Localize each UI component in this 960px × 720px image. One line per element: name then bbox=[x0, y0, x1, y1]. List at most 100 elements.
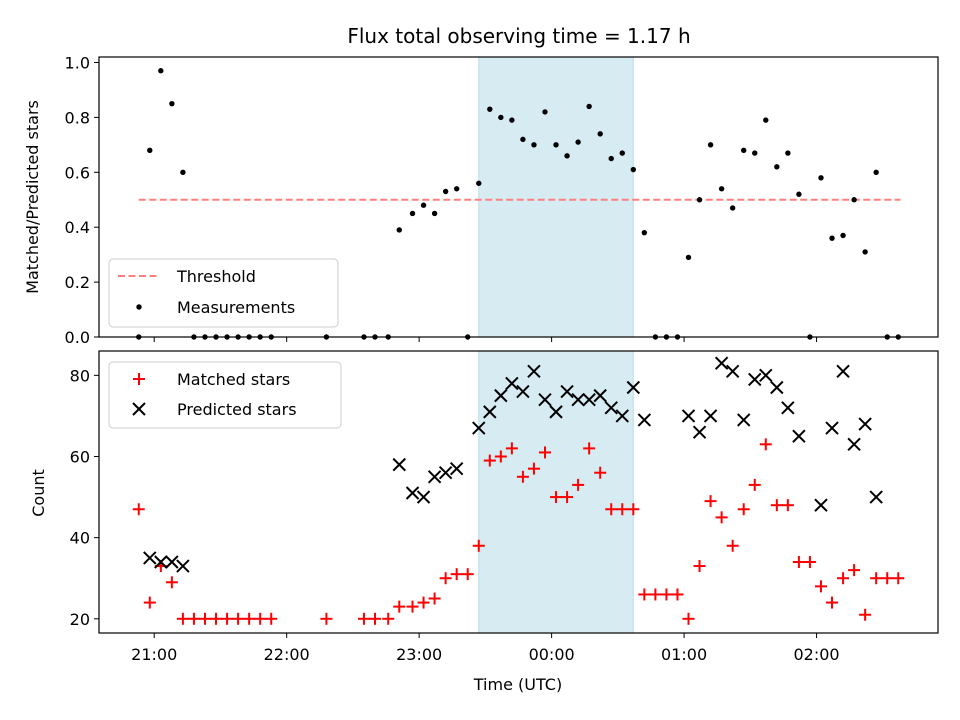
legend-predicted-swatch bbox=[132, 402, 146, 416]
x-tick-label: 22:00 bbox=[264, 645, 310, 664]
measurement-point bbox=[409, 210, 416, 217]
predicted-star-point bbox=[582, 392, 596, 407]
predicted-star-point bbox=[516, 384, 530, 399]
measurement-point bbox=[509, 117, 515, 123]
measurement-point bbox=[840, 232, 846, 239]
predicted-star-point bbox=[505, 376, 519, 391]
predicted-star-point-b bbox=[714, 356, 729, 370]
x-tick-label: 23:00 bbox=[396, 645, 442, 664]
predicted-star-point-b bbox=[527, 364, 541, 378]
measurement-point bbox=[630, 166, 637, 173]
y-tick-label: 80 bbox=[70, 366, 90, 385]
predicted-star-point-b bbox=[626, 380, 641, 395]
matched-star-point bbox=[660, 588, 673, 601]
predicted-star-point bbox=[427, 470, 442, 484]
matched-star-point bbox=[859, 608, 872, 621]
measurement-point bbox=[564, 153, 570, 159]
predicted-star-point bbox=[165, 555, 179, 569]
y-tick-label: 0.2 bbox=[65, 273, 90, 292]
measurement-point bbox=[396, 227, 402, 233]
measurement-point bbox=[785, 150, 791, 156]
measurement-point bbox=[431, 210, 438, 217]
predicted-star-point bbox=[748, 372, 762, 387]
predicted-star-point-b bbox=[449, 461, 464, 476]
measurement-point bbox=[575, 139, 581, 145]
matched-star-point bbox=[143, 596, 156, 609]
count-panel-y-ticks: 20 40 60 80 bbox=[70, 366, 99, 629]
legend-matched-swatch bbox=[133, 373, 145, 385]
predicted-star-point-b bbox=[472, 421, 486, 435]
count-panel-frame bbox=[98, 350, 939, 634]
matched-star-point bbox=[406, 600, 419, 613]
measurement-point bbox=[641, 229, 648, 236]
matched-star-point bbox=[243, 612, 256, 625]
x-tick-label: 00:00 bbox=[529, 645, 575, 664]
legend-measurements-swatch bbox=[136, 304, 142, 310]
matched-star-point bbox=[450, 568, 463, 581]
measurement-point bbox=[851, 197, 857, 203]
matched-star-point bbox=[527, 462, 540, 475]
matched-star-point bbox=[892, 572, 905, 585]
y-tick-label: 0.6 bbox=[65, 163, 90, 182]
predicted-star-point-b bbox=[825, 421, 839, 435]
matched-star-point bbox=[417, 596, 430, 609]
count-panel-y-axis-label: Count bbox=[29, 469, 48, 517]
matched-star-point bbox=[232, 612, 245, 625]
matched-star-point bbox=[461, 568, 474, 581]
matched-star-point bbox=[439, 572, 452, 585]
legend-threshold-label: Threshold bbox=[176, 267, 256, 286]
predicted-star-point-b bbox=[814, 498, 828, 512]
x-axis-label: Time (UTC) bbox=[473, 675, 562, 694]
measurement-point bbox=[818, 175, 824, 181]
predicted-star-point-b bbox=[427, 470, 442, 484]
measurement-point bbox=[752, 150, 758, 156]
predicted-star-point-b bbox=[736, 413, 751, 427]
predicted-star-point bbox=[825, 421, 839, 435]
matched-star-point bbox=[792, 555, 805, 568]
predicted-star-point-b bbox=[582, 392, 596, 407]
matched-star-point bbox=[781, 499, 794, 512]
measurement-point bbox=[862, 249, 868, 255]
measurement-point bbox=[487, 106, 493, 112]
predicted-star-point-b bbox=[869, 490, 883, 504]
measurement-point bbox=[597, 131, 603, 137]
measurement-point bbox=[531, 142, 537, 148]
predicted-star-point bbox=[438, 466, 453, 480]
y-tick-label: 0.0 bbox=[65, 328, 90, 347]
measurement-point bbox=[685, 254, 692, 261]
measurement-point bbox=[442, 188, 449, 195]
matched-star-point bbox=[265, 612, 278, 625]
predicted-star-point-b bbox=[438, 466, 453, 480]
matched-star-point bbox=[165, 576, 178, 589]
matched-star-point bbox=[483, 454, 496, 467]
matched-star-point bbox=[803, 555, 816, 568]
predicted-star-point bbox=[143, 551, 157, 565]
matched-star-point bbox=[550, 491, 563, 504]
predicted-star-point bbox=[560, 384, 574, 399]
matched-star-point bbox=[627, 503, 640, 516]
predicted-star-point bbox=[571, 392, 585, 407]
matched-star-point bbox=[870, 572, 883, 585]
predicted-star-point bbox=[703, 409, 718, 423]
predicted-star-point-b bbox=[538, 392, 552, 407]
predicted-star-point-b bbox=[165, 555, 179, 569]
ratio-panel-shaded-interval bbox=[478, 56, 634, 338]
ratio-panel: 0.0 0.2 0.4 0.6 0.8 1.0 Flux total observing … bbox=[23, 24, 939, 347]
matched-star-point bbox=[848, 564, 861, 577]
measurement-point bbox=[608, 155, 614, 162]
ratio-panel-legend: Threshold Measurements bbox=[108, 258, 339, 328]
ratio-panel-x-ticks bbox=[153, 337, 818, 342]
predicted-star-point bbox=[449, 461, 464, 476]
ratio-panel-frame bbox=[98, 56, 939, 338]
matched-star-point bbox=[393, 600, 406, 613]
predicted-star-point-b bbox=[571, 392, 585, 407]
measurement-point bbox=[158, 68, 164, 74]
predicted-star-point-b bbox=[637, 413, 652, 427]
matched-star-point bbox=[320, 612, 333, 625]
legend-measurements-label: Measurements bbox=[177, 298, 295, 317]
matched-star-point bbox=[221, 612, 234, 625]
matched-star-point bbox=[368, 612, 381, 625]
x-tick-label: 21:00 bbox=[131, 645, 177, 664]
